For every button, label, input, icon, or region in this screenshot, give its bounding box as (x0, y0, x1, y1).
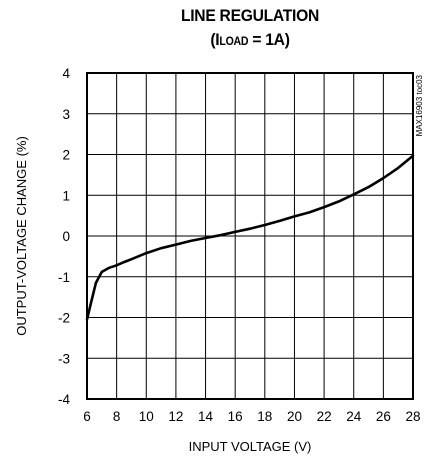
x-tick-label: 26 (376, 409, 391, 424)
x-tick-label: 18 (257, 409, 272, 424)
x-tick-label: 24 (346, 409, 362, 424)
y-tick-label: 2 (62, 148, 70, 163)
y-tick-label: 3 (62, 107, 70, 122)
y-tick-label: -4 (58, 392, 70, 407)
figure-id-note: MAX16903 toc03 (415, 74, 424, 136)
y-tick-label: 0 (62, 229, 70, 244)
x-tick-label: 12 (168, 409, 183, 424)
grid (86, 72, 414, 400)
x-tick-label: 8 (113, 409, 121, 424)
x-tick-label: 22 (317, 409, 332, 424)
series-line (85, 154, 415, 321)
chart-subtitle: (ILOAD = 1A) (84, 30, 415, 50)
x-axis-title: INPUT VOLTAGE (V) (189, 439, 312, 454)
x-tick-label: 10 (139, 409, 154, 424)
x-tick-label: 20 (287, 409, 302, 424)
y-axis-title: OUTPUT-VOLTAGE CHANGE (%) (14, 136, 29, 336)
plot-frame (86, 72, 414, 400)
series-layer (85, 154, 415, 321)
x-tick-label: 14 (198, 409, 214, 424)
subtitle-prefix: (I (210, 30, 220, 49)
x-tick-label: 16 (228, 409, 243, 424)
y-tick-label: -2 (58, 311, 70, 326)
x-tick-label: 28 (405, 409, 420, 424)
subtitle-suffix: = 1A) (248, 30, 290, 49)
y-tick-label: -3 (58, 351, 70, 366)
y-tick-label: -1 (58, 270, 70, 285)
chart-title: LINE REGULATION (180, 6, 320, 25)
x-tick-label: 6 (83, 409, 91, 424)
subtitle-subscript: LOAD (219, 36, 249, 48)
y-tick-label: 4 (62, 66, 70, 81)
y-tick-label: 1 (62, 188, 70, 203)
